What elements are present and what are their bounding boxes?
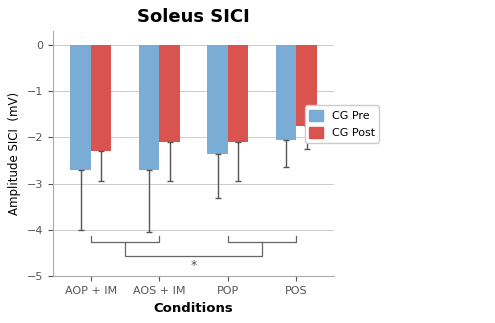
Bar <box>139 45 159 170</box>
Bar <box>228 45 248 142</box>
Y-axis label: Amplitude SICI  (mV): Amplitude SICI (mV) <box>8 92 21 215</box>
Bar <box>91 45 111 151</box>
Bar <box>276 45 297 140</box>
Bar <box>159 45 180 142</box>
Text: *: * <box>191 259 197 272</box>
Legend: CG Pre, CG Post: CG Pre, CG Post <box>305 105 379 143</box>
Bar <box>207 45 228 153</box>
Title: Soleus SICI: Soleus SICI <box>137 8 250 26</box>
Bar <box>297 45 317 126</box>
Bar <box>70 45 91 170</box>
X-axis label: Conditions: Conditions <box>154 302 234 315</box>
